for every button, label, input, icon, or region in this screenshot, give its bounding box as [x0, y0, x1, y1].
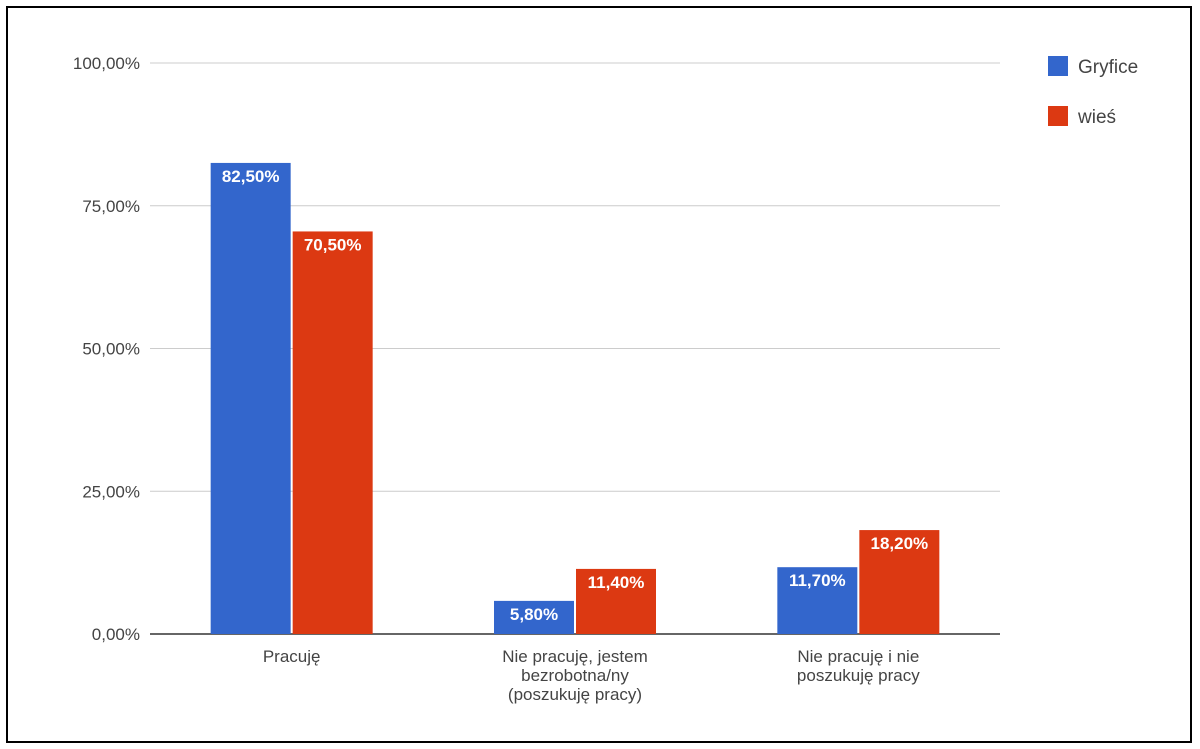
bar	[211, 163, 291, 634]
category-label: Pracuję	[263, 647, 321, 666]
y-tick-label: 100,00%	[73, 54, 140, 73]
data-label: 18,20%	[870, 534, 928, 553]
legend: Gryfice wieś	[1048, 56, 1138, 128]
x-axis-categories: Pracuję Nie pracuję, jestem bezrobotna/ny(…	[263, 647, 920, 704]
data-label: 5,80%	[510, 605, 558, 624]
category-label-line: Nie pracuję i nie	[797, 647, 919, 666]
chart-frame: 0,00% 25,00% 50,00% 75,00% 100,00% 82,50% 70,…	[6, 6, 1192, 743]
category-label: Nie pracuję i nie poszukuję pracy	[797, 647, 920, 685]
y-tick-label: 25,00%	[82, 482, 140, 501]
y-tick-label: 0,00%	[92, 625, 140, 644]
category-label-line: poszukuję pracy	[797, 666, 920, 685]
category-label-line: Nie pracuję, jestem	[502, 647, 648, 666]
y-tick-label: 75,00%	[82, 197, 140, 216]
data-label: 70,50%	[304, 235, 362, 254]
legend-label: Gryfice	[1078, 57, 1138, 78]
bar-chart: 0,00% 25,00% 50,00% 75,00% 100,00% 82,50% 70,…	[8, 8, 1190, 741]
bar	[293, 231, 373, 634]
category-label: Nie pracuję, jestem bezrobotna/ny (poszuku…	[502, 647, 648, 704]
data-label: 11,40%	[588, 573, 645, 592]
y-axis-ticks: 0,00% 25,00% 50,00% 75,00% 100,00%	[73, 54, 140, 644]
legend-label: wieś	[1077, 107, 1116, 128]
data-label: 82,50%	[222, 167, 280, 186]
data-label: 11,70%	[789, 571, 846, 590]
legend-swatch	[1048, 106, 1068, 126]
y-tick-label: 50,00%	[82, 340, 140, 359]
category-label-line: bezrobotna/ny	[521, 666, 629, 685]
legend-swatch	[1048, 56, 1068, 76]
bars	[211, 163, 940, 634]
category-label-line: Pracuję	[263, 647, 321, 666]
category-label-line: (poszukuję pracy)	[508, 685, 642, 704]
